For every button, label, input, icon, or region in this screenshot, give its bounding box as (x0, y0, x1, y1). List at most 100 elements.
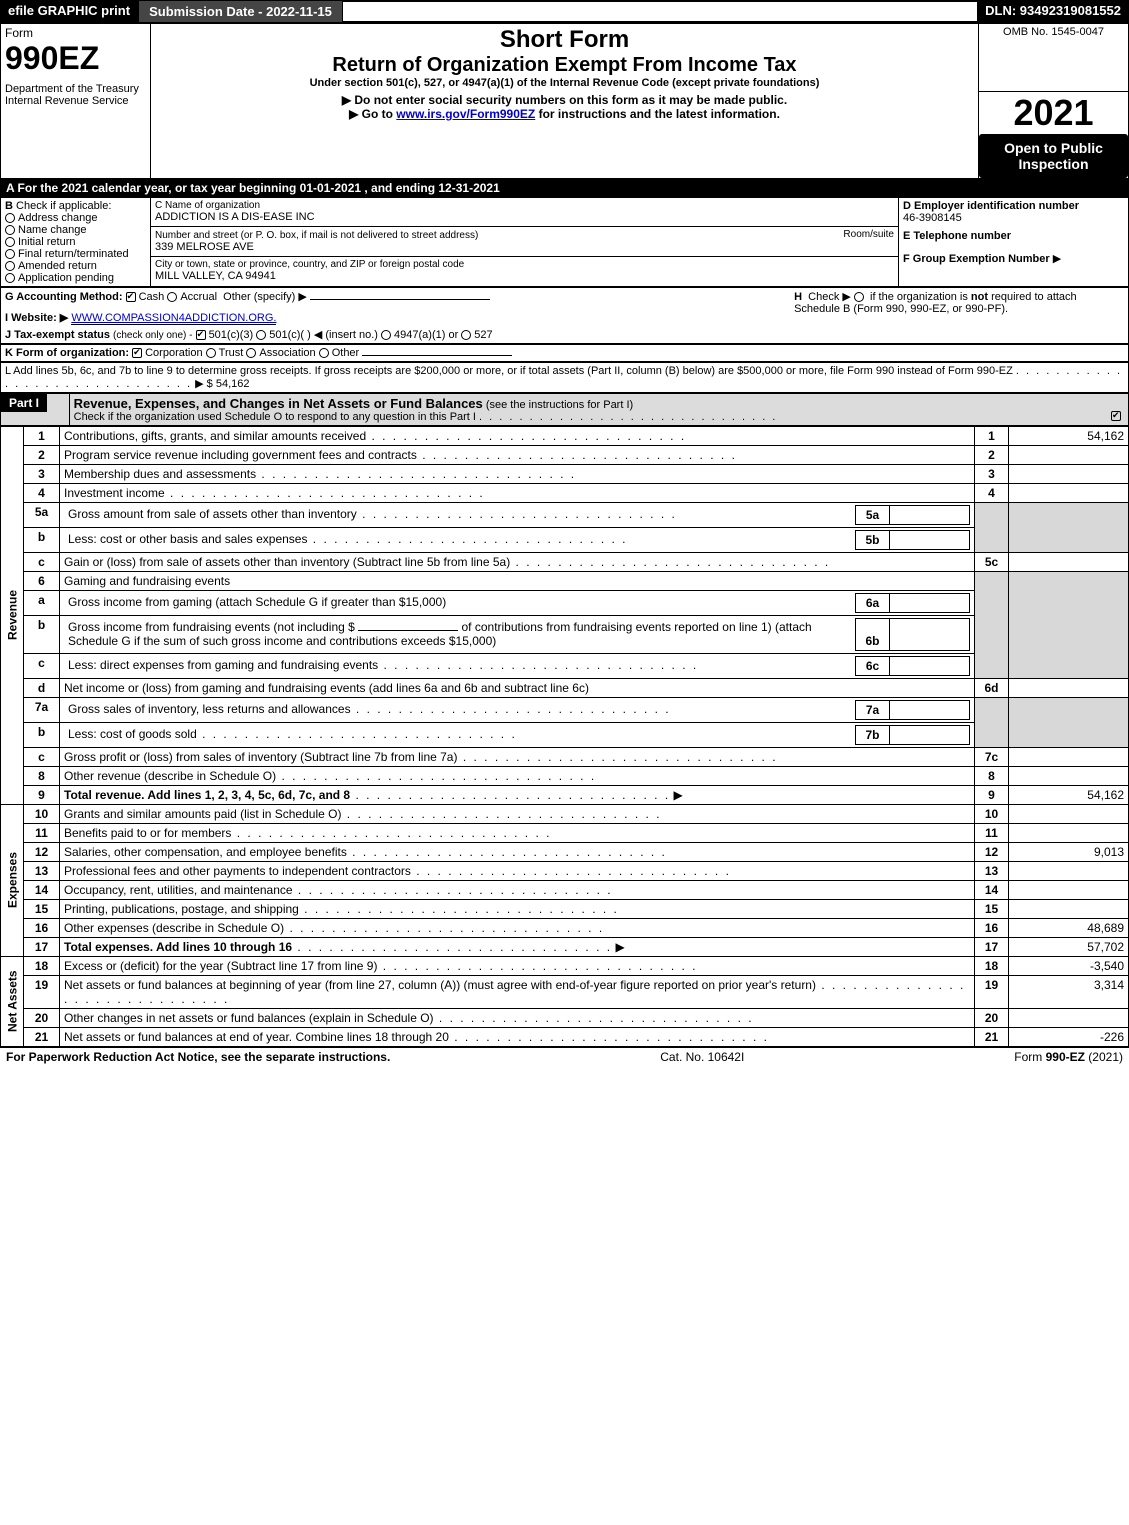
chk-trust[interactable] (206, 348, 216, 358)
l4-text: Investment income (60, 483, 975, 502)
tax-year: 2021 (979, 92, 1128, 134)
l19-text: Net assets or fund balances at beginning… (60, 975, 975, 1008)
chk-initial-return[interactable] (5, 237, 15, 247)
j-527: 527 (474, 329, 492, 341)
h-text2: if the organization is (870, 291, 971, 303)
l15-text: Printing, publications, postage, and shi… (60, 899, 975, 918)
chk-final-return[interactable] (5, 249, 15, 259)
e-label: E Telephone number (903, 230, 1124, 242)
opt-address-change: Address change (18, 212, 98, 224)
goto-line: ▶ Go to www.irs.gov/Form990EZ for instru… (155, 107, 974, 121)
chk-amended-return[interactable] (5, 261, 15, 271)
l14-num: 14 (24, 880, 60, 899)
l10-text: Grants and similar amounts paid (list in… (60, 804, 975, 823)
j-label: J Tax-exempt status (5, 329, 110, 341)
j-sub: (check only one) - (113, 330, 192, 341)
g-other-line[interactable] (310, 299, 490, 300)
street: 339 MELROSE AVE (155, 241, 894, 253)
l20-col: 20 (975, 1008, 1009, 1027)
section-a: A For the 2021 calendar year, or tax yea… (0, 179, 1129, 197)
chk-501c[interactable] (256, 330, 266, 340)
l21-text: Net assets or fund balances at end of ye… (60, 1027, 975, 1046)
chk-corp[interactable] (132, 348, 142, 358)
l14-val (1009, 880, 1129, 899)
l19-col: 19 (975, 975, 1009, 1008)
chk-h[interactable] (854, 292, 864, 302)
chk-application-pending[interactable] (5, 273, 15, 283)
efile-label: efile GRAPHIC print (0, 0, 138, 23)
l7b-sn: 7b (856, 725, 890, 744)
form-word: Form (5, 26, 146, 40)
page-footer: For Paperwork Reduction Act Notice, see … (0, 1047, 1129, 1066)
l18-val: -3,540 (1009, 956, 1129, 975)
l16-num: 16 (24, 918, 60, 937)
l6c-sv (890, 656, 970, 675)
goto-link[interactable]: www.irs.gov/Form990EZ (396, 107, 535, 121)
l17-col: 17 (975, 937, 1009, 956)
goto-prefix: ▶ Go to (349, 107, 396, 121)
chk-501c3[interactable] (196, 330, 206, 340)
k-corp: Corporation (145, 347, 202, 359)
l-text: L Add lines 5b, 6c, and 7b to line 9 to … (5, 365, 1013, 377)
opt-final-return: Final return/terminated (18, 248, 129, 260)
chk-schedule-o[interactable] (1111, 411, 1121, 421)
gh-block: G Accounting Method: Cash Accrual Other … (0, 287, 1129, 344)
l3-col: 3 (975, 464, 1009, 483)
k-other-line[interactable] (362, 355, 512, 356)
l7b-sv (890, 725, 970, 744)
chk-other[interactable] (319, 348, 329, 358)
l20-num: 20 (24, 1008, 60, 1027)
footer-center: Cat. No. 10642I (660, 1050, 744, 1064)
l-value: 54,162 (216, 378, 250, 390)
l21-val: -226 (1009, 1027, 1129, 1046)
goto-suffix: for instructions and the latest informat… (539, 107, 780, 121)
b-prompt: Check if applicable: (16, 200, 111, 212)
l5c-text: Gain or (loss) from sale of assets other… (60, 552, 975, 571)
chk-name-change[interactable] (5, 225, 15, 235)
chk-527[interactable] (461, 330, 471, 340)
l6-num: 6 (24, 571, 60, 590)
chk-cash[interactable] (126, 292, 136, 302)
l6b-blank[interactable] (358, 630, 458, 631)
department: Department of the Treasury Internal Reve… (5, 83, 146, 107)
l3-val (1009, 464, 1129, 483)
l20-val (1009, 1008, 1129, 1027)
l6a-text: Gross income from gaming (attach Schedul… (60, 590, 975, 615)
l11-col: 11 (975, 823, 1009, 842)
chk-address-change[interactable] (5, 213, 15, 223)
netassets-side-label: Net Assets (1, 956, 24, 1046)
l7a-text: Gross sales of inventory, less returns a… (60, 697, 975, 722)
l12-val: 9,013 (1009, 842, 1129, 861)
chk-4947[interactable] (381, 330, 391, 340)
l6-shade-v (1009, 571, 1129, 678)
l7a-sn: 7a (856, 700, 890, 719)
l10-num: 10 (24, 804, 60, 823)
top-bar: efile GRAPHIC print Submission Date - 20… (0, 0, 1129, 23)
chk-accrual[interactable] (167, 292, 177, 302)
ssn-warning: ▶ Do not enter social security numbers o… (155, 93, 974, 107)
opt-amended-return: Amended return (18, 260, 97, 272)
main-title: Return of Organization Exempt From Incom… (155, 54, 974, 77)
l10-val (1009, 804, 1129, 823)
l18-col: 18 (975, 956, 1009, 975)
l12-text: Salaries, other compensation, and employ… (60, 842, 975, 861)
l9-val: 54,162 (1009, 785, 1129, 804)
dln: DLN: 93492319081552 (977, 0, 1129, 23)
l5a-text: Gross amount from sale of assets other t… (60, 502, 975, 527)
l6d-text: Net income or (loss) from gaming and fun… (60, 678, 975, 697)
k-block: K Form of organization: Corporation Trus… (0, 344, 1129, 362)
l1-col: 1 (975, 426, 1009, 445)
g-accrual: Accrual (180, 291, 217, 303)
l3-text: Membership dues and assessments (60, 464, 975, 483)
l6d-num: d (24, 678, 60, 697)
subtitle: Under section 501(c), 527, or 4947(a)(1)… (155, 77, 974, 89)
footer-right: Form 990-EZ (2021) (1014, 1050, 1123, 1064)
website-link[interactable]: WWW.COMPASSION4ADDICTION.ORG. (71, 312, 276, 325)
l21-num: 21 (24, 1027, 60, 1046)
chk-assoc[interactable] (246, 348, 256, 358)
l7c-col: 7c (975, 747, 1009, 766)
l1-num: 1 (24, 426, 60, 445)
open-to-public: Open to Public Inspection (979, 134, 1128, 178)
l18-num: 18 (24, 956, 60, 975)
l18-text: Excess or (deficit) for the year (Subtra… (60, 956, 975, 975)
